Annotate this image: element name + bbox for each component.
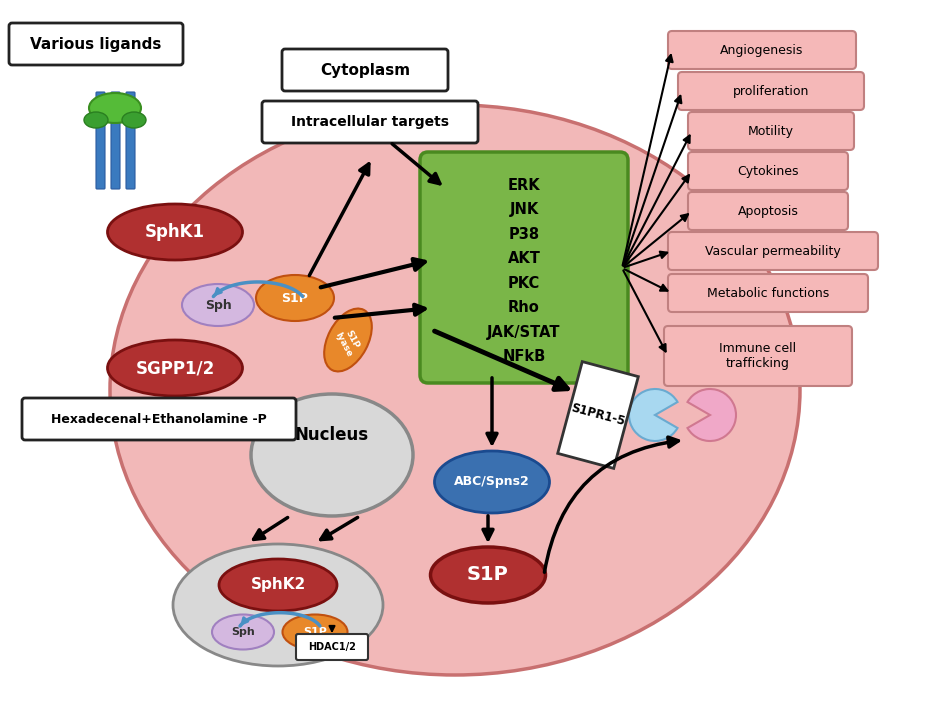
Text: Rho: Rho	[508, 300, 540, 315]
Text: Sph: Sph	[205, 299, 232, 312]
FancyBboxPatch shape	[688, 112, 854, 150]
FancyBboxPatch shape	[296, 634, 368, 660]
FancyBboxPatch shape	[668, 274, 868, 312]
Ellipse shape	[110, 105, 800, 675]
Text: Motility: Motility	[748, 125, 794, 138]
Text: Nucleus: Nucleus	[295, 426, 369, 444]
Ellipse shape	[324, 309, 372, 372]
Text: Cytokines: Cytokines	[737, 164, 799, 178]
Text: AKT: AKT	[507, 251, 541, 266]
FancyBboxPatch shape	[664, 326, 852, 386]
Ellipse shape	[89, 93, 141, 123]
Ellipse shape	[256, 275, 334, 321]
FancyBboxPatch shape	[22, 398, 296, 440]
Ellipse shape	[212, 614, 274, 649]
Ellipse shape	[173, 544, 383, 666]
Text: S1P: S1P	[467, 565, 509, 585]
Text: SphK2: SphK2	[250, 577, 305, 593]
Text: Various ligands: Various ligands	[30, 37, 162, 52]
Text: NFkB: NFkB	[502, 349, 545, 364]
Text: P38: P38	[508, 227, 540, 241]
FancyBboxPatch shape	[126, 92, 135, 189]
FancyBboxPatch shape	[262, 101, 478, 143]
FancyBboxPatch shape	[420, 152, 628, 383]
Text: Vascular permeability: Vascular permeability	[705, 245, 841, 258]
FancyBboxPatch shape	[282, 49, 448, 91]
FancyBboxPatch shape	[688, 152, 848, 190]
Ellipse shape	[122, 112, 146, 128]
FancyBboxPatch shape	[668, 31, 856, 69]
Text: Apoptosis: Apoptosis	[738, 204, 799, 217]
Ellipse shape	[182, 284, 254, 326]
Text: S1P: S1P	[303, 627, 327, 637]
FancyBboxPatch shape	[668, 232, 878, 270]
FancyBboxPatch shape	[111, 92, 120, 189]
Text: Cytoplasm: Cytoplasm	[320, 63, 410, 78]
Wedge shape	[629, 389, 677, 441]
Bar	[558, 361, 638, 469]
Text: Metabolic functions: Metabolic functions	[707, 287, 829, 300]
Text: S1P
lyase: S1P lyase	[333, 325, 362, 359]
FancyBboxPatch shape	[678, 72, 864, 110]
FancyBboxPatch shape	[688, 192, 848, 230]
Text: Immune cell
trafficking: Immune cell trafficking	[719, 342, 797, 370]
Text: S1P: S1P	[281, 292, 308, 305]
Text: Sph: Sph	[231, 627, 255, 637]
Ellipse shape	[107, 204, 243, 260]
Text: ABC/Spns2: ABC/Spns2	[454, 475, 530, 488]
Ellipse shape	[107, 340, 243, 396]
Ellipse shape	[219, 559, 337, 611]
Text: Hexadecenal+Ethanolamine -P: Hexadecenal+Ethanolamine -P	[51, 413, 267, 426]
FancyBboxPatch shape	[9, 23, 183, 65]
Ellipse shape	[84, 112, 108, 128]
Text: HDAC1/2: HDAC1/2	[308, 642, 356, 652]
Text: proliferation: proliferation	[733, 84, 809, 97]
Text: SGPP1/2: SGPP1/2	[135, 359, 215, 377]
Ellipse shape	[282, 614, 347, 649]
Text: SphK1: SphK1	[145, 223, 205, 241]
Ellipse shape	[251, 394, 413, 516]
FancyBboxPatch shape	[96, 92, 105, 189]
Text: Intracellular targets: Intracellular targets	[291, 115, 449, 129]
Text: S1PR1-5: S1PR1-5	[570, 402, 627, 428]
Ellipse shape	[431, 547, 545, 603]
Text: PKC: PKC	[508, 276, 540, 290]
Text: JNK: JNK	[509, 202, 539, 217]
Text: Angiogenesis: Angiogenesis	[720, 43, 803, 56]
Wedge shape	[687, 389, 736, 441]
Ellipse shape	[434, 451, 549, 513]
Text: JAK/STAT: JAK/STAT	[488, 325, 560, 340]
Text: ERK: ERK	[508, 178, 540, 192]
